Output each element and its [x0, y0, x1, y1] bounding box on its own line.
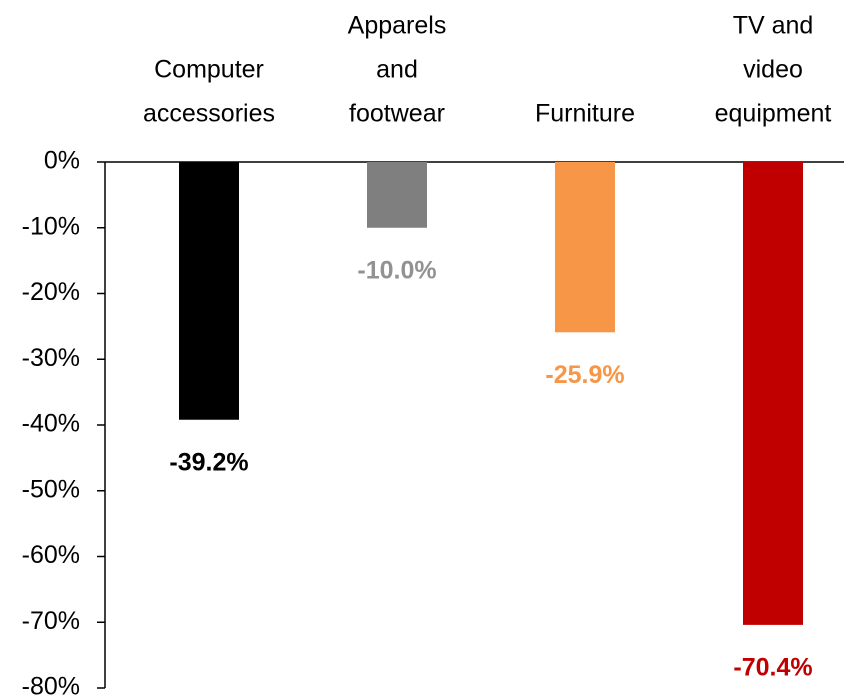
y-tick-label: -50%	[22, 475, 80, 503]
category-label: TV and	[733, 12, 814, 40]
category-label: video	[743, 56, 803, 84]
category-label: accessories	[143, 100, 275, 128]
category-label: equipment	[715, 100, 832, 128]
y-tick-label: 0%	[44, 147, 80, 175]
value-label: -70.4%	[733, 653, 812, 681]
category-label: and	[376, 56, 418, 84]
category-label: Apparels	[348, 12, 447, 40]
category-label: footwear	[349, 100, 445, 128]
y-tick-label: -60%	[22, 541, 80, 569]
y-tick-label: -70%	[22, 607, 80, 635]
bar	[179, 162, 239, 420]
y-tick-label: -30%	[22, 344, 80, 372]
y-tick-label: -20%	[22, 278, 80, 306]
bar	[367, 162, 427, 228]
value-label: -25.9%	[545, 361, 624, 389]
y-tick-label: -40%	[22, 410, 80, 438]
y-tick-label: -10%	[22, 212, 80, 240]
category-label: Computer	[154, 56, 264, 84]
bar	[555, 162, 615, 333]
y-tick-label: -80%	[22, 673, 80, 700]
category-label: Furniture	[535, 100, 635, 128]
bar	[743, 162, 803, 625]
value-label: -39.2%	[169, 448, 248, 476]
value-label: -10.0%	[357, 256, 436, 284]
